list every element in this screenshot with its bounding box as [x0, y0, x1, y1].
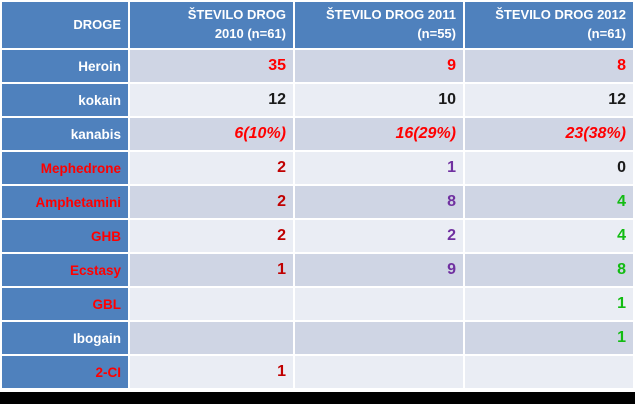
value-cell: 1 [295, 152, 463, 184]
value-cell: 10 [295, 84, 463, 116]
drug-name-cell: kokain [2, 84, 128, 116]
value-cell [130, 288, 293, 320]
value-cell: 4 [465, 220, 633, 252]
value-cell: 23(38%) [465, 118, 633, 150]
value-cell: 1 [465, 288, 633, 320]
value-cell [295, 288, 463, 320]
value-cell: 16(29%) [295, 118, 463, 150]
value-cell: 12 [465, 84, 633, 116]
table-row-kokain: kokain 12 10 12 [2, 84, 633, 116]
drug-name-cell: Amphetamini [2, 186, 128, 218]
value-cell: 0 [465, 152, 633, 184]
value-cell: 8 [465, 50, 633, 82]
drug-name-cell: Ecstasy [2, 254, 128, 286]
value-cell: 9 [295, 50, 463, 82]
value-cell: 1 [130, 254, 293, 286]
value-cell: 8 [295, 186, 463, 218]
table-row-mephedrone: Mephedrone 2 1 0 [2, 152, 633, 184]
table-row-ecstasy: Ecstasy 1 9 8 [2, 254, 633, 286]
header-cell-droge: DROGE [2, 2, 128, 48]
value-cell [130, 322, 293, 354]
drug-name-cell: Ibogain [2, 322, 128, 354]
table-row-2ci: 2-CI 1 [2, 356, 633, 388]
bottom-black-bar [0, 392, 635, 404]
header-cell-2011: ŠTEVILO DROG 2011 (n=55) [295, 2, 463, 48]
value-cell: 2 [130, 186, 293, 218]
drug-name-cell: kanabis [2, 118, 128, 150]
value-cell [465, 356, 633, 388]
value-cell: 35 [130, 50, 293, 82]
drug-name-cell: Heroin [2, 50, 128, 82]
table-row-ibogain: Ibogain 1 [2, 322, 633, 354]
header-line: (n=61) [587, 26, 626, 41]
table-row-gbl: GBL 1 [2, 288, 633, 320]
value-cell [295, 356, 463, 388]
value-cell: 1 [130, 356, 293, 388]
value-cell: 8 [465, 254, 633, 286]
table-row-heroin: Heroin 35 9 8 [2, 50, 633, 82]
header-line: ŠTEVILO DROG [187, 7, 286, 23]
value-cell: 9 [295, 254, 463, 286]
header-line: (n=55) [417, 26, 456, 41]
drug-name-cell: GBL [2, 288, 128, 320]
header-line: 2010 (n=61) [214, 26, 286, 41]
value-cell: 12 [130, 84, 293, 116]
drugs-table: DROGE ŠTEVILO DROG 2010 (n=61) ŠTEVILO D… [2, 2, 633, 388]
header-row: DROGE ŠTEVILO DROG 2010 (n=61) ŠTEVILO D… [2, 2, 633, 48]
header-cell-2010: ŠTEVILO DROG 2010 (n=61) [130, 2, 293, 48]
table-row-kanabis: kanabis 6(10%) 16(29%) 23(38%) [2, 118, 633, 150]
value-cell: 2 [130, 152, 293, 184]
header-line: ŠTEVILO DROG 2011 [325, 7, 456, 23]
value-cell: 1 [465, 322, 633, 354]
table-row-amphetamini: Amphetamini 2 8 4 [2, 186, 633, 218]
value-cell: 2 [130, 220, 293, 252]
table-row-ghb: GHB 2 2 4 [2, 220, 633, 252]
header-line: ŠTEVILO DROG 2012 [495, 7, 626, 23]
value-cell: 6(10%) [130, 118, 293, 150]
header-cell-2012: ŠTEVILO DROG 2012 (n=61) [465, 2, 633, 48]
drug-name-cell: GHB [2, 220, 128, 252]
drug-name-cell: 2-CI [2, 356, 128, 388]
value-cell [295, 322, 463, 354]
value-cell: 2 [295, 220, 463, 252]
value-cell: 4 [465, 186, 633, 218]
drug-name-cell: Mephedrone [2, 152, 128, 184]
